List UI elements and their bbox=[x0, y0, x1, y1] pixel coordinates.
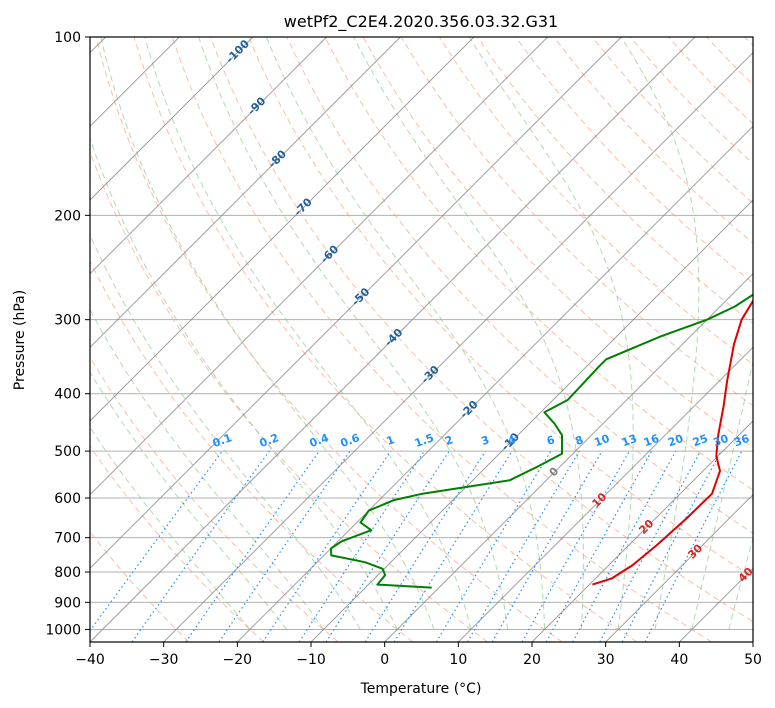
mixing-ratio-line bbox=[218, 450, 351, 642]
mixing-ratio-line bbox=[364, 450, 486, 642]
y-tick-label: 100 bbox=[54, 30, 81, 46]
moist-adiabat-line bbox=[620, 37, 700, 630]
isotherm-line bbox=[90, 37, 328, 275]
dry-adiabat-line bbox=[286, 37, 753, 534]
x-tick-label: −40 bbox=[75, 652, 105, 668]
mixing-ratio-label: 0.6 bbox=[339, 431, 362, 450]
isotherm-line bbox=[90, 37, 401, 349]
isotherm-line bbox=[90, 37, 622, 570]
mixing-ratio-label: 20 bbox=[666, 432, 685, 450]
y-tick-label: 300 bbox=[54, 313, 81, 329]
x-tick-label: 50 bbox=[744, 652, 762, 668]
mixing-ratio-label: 6 bbox=[545, 433, 557, 448]
dry-adiabat-line bbox=[210, 37, 753, 623]
isotherm-line bbox=[90, 37, 254, 201]
mixing-ratio-line bbox=[298, 450, 425, 642]
y-tick-label: 700 bbox=[54, 531, 81, 547]
isotherm-line bbox=[310, 199, 753, 642]
moist-adiabat-line bbox=[468, 37, 634, 630]
mixing-ratio-line bbox=[393, 450, 513, 642]
moist-adiabat-line bbox=[691, 358, 753, 630]
mixing-ratio-label: 36 bbox=[732, 432, 751, 450]
mixing-ratio-label: 1.5 bbox=[413, 431, 436, 450]
x-tick-label: −30 bbox=[149, 652, 179, 668]
x-tick-label: 10 bbox=[449, 652, 467, 668]
mixing-ratio-line bbox=[185, 450, 320, 642]
dry-adiabat-line bbox=[171, 37, 712, 642]
mixing-ratio-line bbox=[435, 450, 552, 642]
dry-adiabat-line bbox=[95, 37, 563, 642]
mixing-ratio-line bbox=[572, 450, 677, 642]
mixing-ratio-lines bbox=[90, 450, 743, 642]
dry-adiabat-line bbox=[90, 445, 264, 642]
moist-adiabat-line bbox=[265, 37, 546, 630]
y-tick-label: 500 bbox=[54, 444, 81, 460]
dry-adiabat-line bbox=[515, 37, 753, 284]
isotherm-line bbox=[90, 37, 549, 496]
moist-adiabat-line bbox=[90, 371, 288, 630]
dry-adiabat-line bbox=[133, 37, 638, 642]
mixing-ratio-line bbox=[466, 450, 580, 642]
isotherm-line bbox=[531, 420, 753, 642]
isotherm-line bbox=[90, 37, 696, 642]
isotherm-line bbox=[163, 51, 753, 642]
mixing-ratio-line bbox=[262, 450, 392, 642]
temperature-profile-line bbox=[592, 299, 753, 586]
mixing-ratio-label: 1 bbox=[385, 433, 397, 448]
dewpoint-profile-line bbox=[329, 293, 753, 589]
isotherm-line bbox=[384, 272, 753, 642]
mixing-ratio-label: 30 bbox=[711, 432, 730, 450]
mixing-ratio-label: 8 bbox=[573, 433, 585, 448]
mixing-ratio-label: 0.4 bbox=[308, 431, 331, 450]
x-tick-label: −10 bbox=[296, 652, 326, 668]
isotherm-line bbox=[457, 346, 753, 642]
y-axis-title: Pressure (hPa) bbox=[12, 290, 28, 390]
moist-adiabat-line bbox=[90, 136, 398, 630]
y-tick-label: 200 bbox=[54, 208, 81, 224]
dry-adiabat-line bbox=[90, 259, 414, 642]
mixing-ratio-line bbox=[325, 450, 450, 642]
y-tick-label: 400 bbox=[54, 387, 81, 403]
x-axis-ticks: −40 −30 −20 −10 0 10 20 30 40 50 bbox=[75, 642, 762, 668]
x-tick-label: 0 bbox=[380, 652, 389, 668]
x-tick-label: 40 bbox=[670, 652, 688, 668]
y-tick-label: 800 bbox=[54, 565, 81, 581]
moist-adiabat-line bbox=[90, 426, 251, 630]
mixing-ratio-label: 0.2 bbox=[258, 431, 281, 450]
mixing-ratio-label: 16 bbox=[642, 432, 661, 450]
mixing-ratio-label: 0.1 bbox=[211, 431, 234, 450]
mixing-ratio-label: 3 bbox=[479, 433, 491, 448]
x-tick-label: 30 bbox=[597, 652, 615, 668]
moist-adiabat-line bbox=[198, 37, 509, 630]
mixing-ratio-line bbox=[599, 450, 702, 642]
moist-adiabat-line bbox=[353, 37, 584, 630]
plot-background bbox=[90, 37, 753, 642]
isotherm-line bbox=[90, 37, 475, 422]
profile-series bbox=[329, 293, 753, 589]
dry-adiabat-line bbox=[248, 37, 753, 578]
mixing-ratio-label: 4 bbox=[506, 433, 518, 448]
x-tick-label: 20 bbox=[523, 652, 541, 668]
isotherm-line bbox=[605, 493, 753, 642]
y-tick-label: 600 bbox=[54, 491, 81, 507]
mixing-ratio-label: 13 bbox=[620, 432, 639, 449]
plot-frame bbox=[89, 36, 754, 643]
x-tick-label: −20 bbox=[223, 652, 253, 668]
mixing-ratio-label: 2 bbox=[443, 433, 455, 448]
dry-adiabat-line bbox=[324, 37, 753, 491]
isotherm-line bbox=[236, 125, 753, 642]
mixing-ratio-label: 25 bbox=[691, 432, 710, 449]
x-axis-title: Temperature (°C) bbox=[360, 681, 482, 697]
y-tick-label: 1000 bbox=[45, 622, 81, 638]
moist-adiabat-line bbox=[90, 308, 324, 630]
y-tick-label: 900 bbox=[54, 595, 81, 611]
mixing-ratio-label: 10 bbox=[593, 432, 612, 450]
chart-title: wetPf2_C2E4.2020.356.03.32.G31 bbox=[284, 12, 558, 32]
moist-adiabat-line bbox=[144, 37, 472, 630]
y-axis-ticks: 1000 900 800 700 600 500 400 300 200 100 bbox=[45, 30, 90, 638]
moist-adiabat-line bbox=[728, 536, 753, 630]
